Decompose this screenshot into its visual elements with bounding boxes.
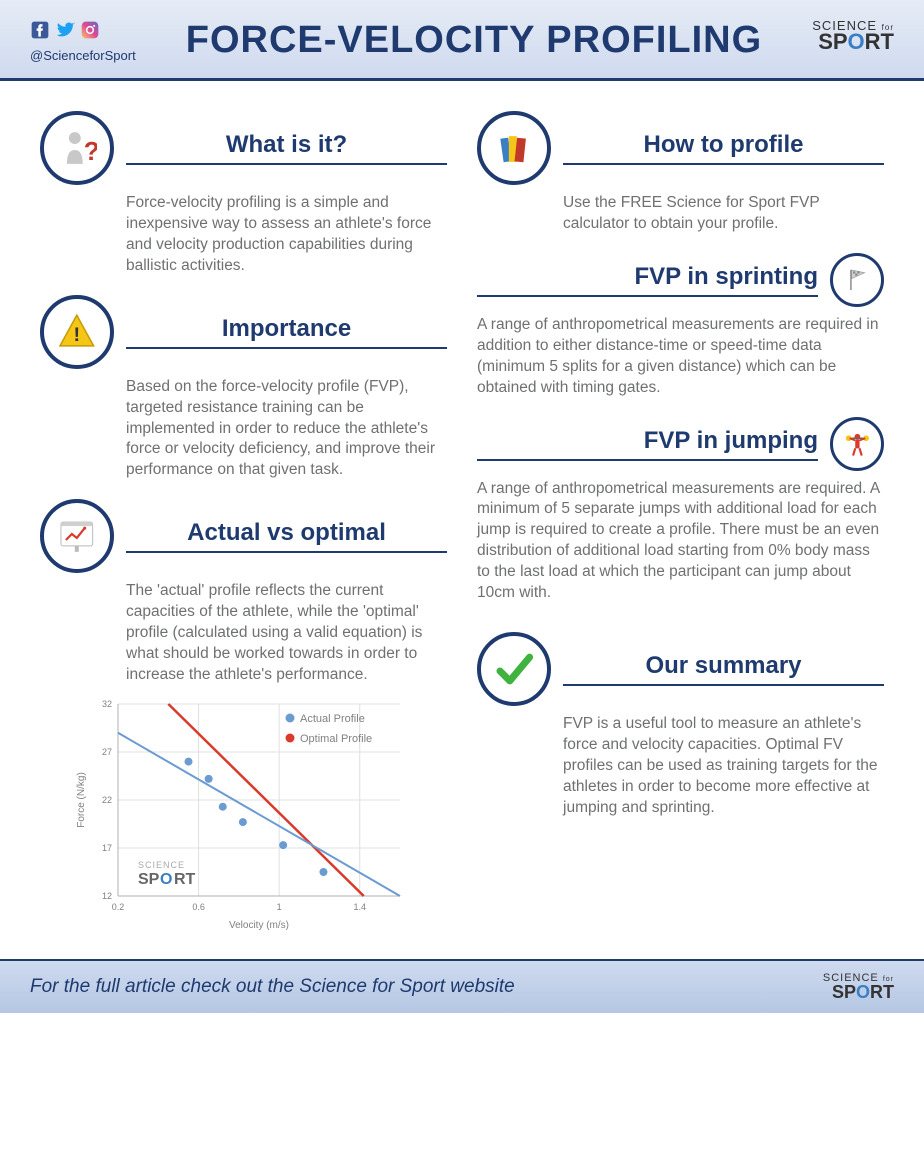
section-jump: FVP in jumping A range of anthropometric… bbox=[477, 417, 884, 605]
footer-logo: SCIENCE for SPORT bbox=[823, 973, 894, 1001]
social-handle: @ScienceforSport bbox=[30, 48, 136, 63]
section-title: What is it? bbox=[126, 131, 447, 165]
fv-chart: 12 17 22 27 32 0.2 0.6 1 1.4 Velocity (m/s) Force … bbox=[40, 694, 447, 939]
section-body: A range of anthropometrical measurements… bbox=[477, 315, 884, 399]
section-title: FVP in jumping bbox=[477, 427, 818, 461]
footer: For the full article check out the Scien… bbox=[0, 959, 924, 1013]
svg-text:0.2: 0.2 bbox=[112, 902, 125, 912]
svg-text:1: 1 bbox=[277, 902, 282, 912]
svg-text:Force (N/kg): Force (N/kg) bbox=[76, 772, 87, 828]
svg-text:RT: RT bbox=[174, 871, 196, 888]
svg-text:12: 12 bbox=[102, 891, 112, 901]
facebook-icon[interactable] bbox=[30, 20, 50, 46]
svg-text:SCIENCE: SCIENCE bbox=[138, 860, 185, 870]
section-title: Actual vs optimal bbox=[126, 519, 447, 553]
logo: SCIENCE for SPORT bbox=[812, 20, 894, 53]
footer-text: For the full article check out the Scien… bbox=[30, 976, 515, 998]
logo-bottom: SPORT bbox=[812, 32, 894, 53]
svg-text:SP: SP bbox=[138, 871, 160, 888]
section-title: How to profile bbox=[563, 131, 884, 165]
flag-icon bbox=[830, 253, 884, 307]
person-question-icon: ? bbox=[40, 111, 114, 185]
svg-text:Velocity (m/s): Velocity (m/s) bbox=[229, 920, 289, 931]
weightlifter-icon bbox=[830, 417, 884, 471]
section-body: The 'actual' profile reflects the curren… bbox=[40, 581, 447, 686]
svg-text:?: ? bbox=[84, 138, 97, 166]
section-body: Based on the force-velocity profile (FVP… bbox=[40, 377, 447, 482]
twitter-icon[interactable] bbox=[54, 20, 76, 46]
social-icons bbox=[30, 20, 136, 46]
warning-icon: ! bbox=[40, 295, 114, 369]
chart-icon bbox=[40, 499, 114, 573]
checkmark-icon bbox=[477, 632, 551, 706]
section-body: Force-velocity profiling is a simple and… bbox=[40, 193, 447, 277]
section-importance: ! Importance Based on the force-velocity… bbox=[40, 295, 447, 482]
section-summary: Our summary FVP is a useful tool to meas… bbox=[477, 632, 884, 819]
svg-text:32: 32 bbox=[102, 699, 112, 709]
svg-text:Optimal Profile: Optimal Profile bbox=[300, 733, 372, 745]
section-body: Use the FREE Science for Sport FVP calcu… bbox=[477, 193, 884, 235]
section-title: Importance bbox=[126, 315, 447, 349]
instagram-icon[interactable] bbox=[80, 20, 100, 46]
section-howto: How to profile Use the FREE Science for … bbox=[477, 111, 884, 235]
svg-text:O: O bbox=[160, 871, 172, 888]
section-sprint: FVP in sprinting A range of anthropometr… bbox=[477, 253, 884, 399]
section-what: ? What is it? Force-velocity profiling i… bbox=[40, 111, 447, 277]
section-body: FVP is a useful tool to measure an athle… bbox=[477, 714, 884, 819]
svg-text:!: ! bbox=[74, 324, 81, 346]
svg-text:0.6: 0.6 bbox=[192, 902, 205, 912]
social-block: @ScienceforSport bbox=[30, 20, 136, 63]
section-actual: Actual vs optimal The 'actual' profile r… bbox=[40, 499, 447, 939]
section-body: A range of anthropometrical measurements… bbox=[477, 479, 884, 605]
right-column: How to profile Use the FREE Science for … bbox=[477, 111, 884, 939]
page-title: FORCE-VELOCITY PROFILING bbox=[136, 20, 813, 62]
left-column: ? What is it? Force-velocity profiling i… bbox=[40, 111, 447, 939]
section-title: FVP in sprinting bbox=[477, 263, 818, 297]
svg-text:27: 27 bbox=[102, 747, 112, 757]
books-icon bbox=[477, 111, 551, 185]
header: @ScienceforSport FORCE-VELOCITY PROFILIN… bbox=[0, 0, 924, 81]
svg-text:17: 17 bbox=[102, 843, 112, 853]
svg-text:1.4: 1.4 bbox=[353, 902, 366, 912]
section-title: Our summary bbox=[563, 652, 884, 686]
svg-text:22: 22 bbox=[102, 795, 112, 805]
content: ? What is it? Force-velocity profiling i… bbox=[0, 81, 924, 949]
svg-text:Actual Profile: Actual Profile bbox=[300, 713, 365, 725]
